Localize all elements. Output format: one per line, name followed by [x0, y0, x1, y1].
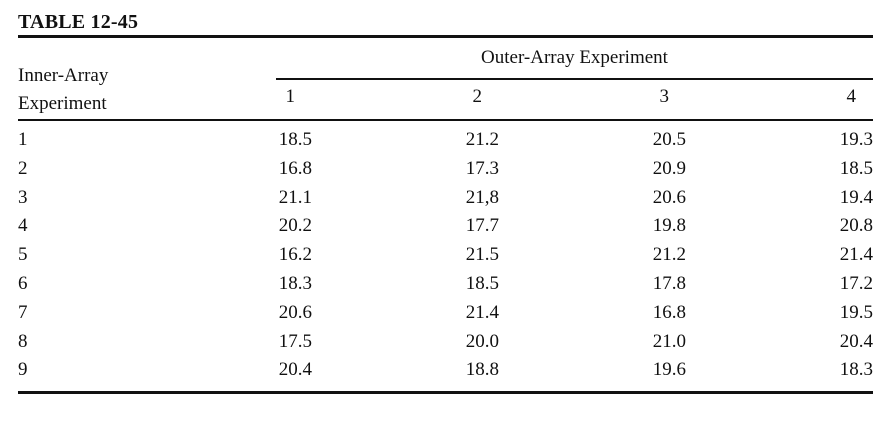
row-label: 1 — [18, 129, 28, 150]
row-label: 8 — [18, 330, 28, 352]
cell-value: 17.3 — [465, 157, 499, 179]
cell-value: 20.4 — [839, 330, 873, 352]
table-row: 9 20.4 18.8 19.6 18.3 — [18, 356, 873, 385]
table-row: 8 17.5 20.0 21.0 20.4 — [18, 328, 873, 357]
row-label: 3 — [18, 186, 28, 208]
cell-value: 20.4 — [278, 359, 312, 381]
table-title: TABLE 12-45 — [18, 11, 139, 33]
column-header-spacer — [18, 86, 125, 108]
cell-value: 21.1 — [278, 186, 312, 208]
cell-value: 19.5 — [839, 301, 873, 323]
cell-value: 19.4 — [839, 186, 873, 208]
column-header-3: 3 — [659, 86, 670, 107]
cell-value: 20.5 — [652, 129, 686, 150]
cell-value: 20.0 — [465, 330, 499, 352]
row-axis-header: Inner-Array Experiment — [18, 62, 108, 118]
cell-value: 21.4 — [465, 301, 499, 323]
cell-value: 18.5 — [839, 157, 873, 179]
table-row: 3 21.1 21,8 20.6 19.4 — [18, 184, 873, 213]
table-row: 2 16.8 17.3 20.9 18.5 — [18, 155, 873, 184]
row-label: 9 — [18, 359, 28, 381]
row-label: 4 — [18, 215, 28, 237]
cell-value: 16.8 — [278, 157, 312, 179]
cell-value: 16.2 — [278, 244, 312, 266]
cell-value: 19.6 — [652, 359, 686, 381]
row-label: 5 — [18, 244, 28, 266]
cell-value: 18.5 — [465, 272, 499, 294]
cell-value: 18.5 — [278, 129, 312, 150]
cell-value: 17.8 — [652, 272, 686, 294]
table-header: Inner-Array Experiment Outer-Array Exper… — [18, 38, 873, 119]
bottom-rule — [18, 391, 873, 395]
cell-value: 19.8 — [652, 215, 686, 237]
cell-value: 17.5 — [278, 330, 312, 352]
column-header-1: 1 — [285, 86, 296, 107]
cell-value: 20.2 — [278, 215, 312, 237]
table-row: 4 20.2 17.7 19.8 20.8 — [18, 212, 873, 241]
column-group-header: Outer-Array Experiment — [481, 47, 668, 68]
cell-value: 19.3 — [839, 129, 873, 150]
row-label: 6 — [18, 272, 28, 294]
cell-value: 18.3 — [839, 359, 873, 381]
cell-value: 21.2 — [465, 129, 499, 150]
cell-value: 17.2 — [839, 272, 873, 294]
cell-value: 21.0 — [652, 330, 686, 352]
column-header-4: 4 — [846, 86, 857, 107]
cell-value: 17.7 — [465, 215, 499, 237]
cell-value: 18.8 — [465, 359, 499, 381]
cell-value: 20.8 — [839, 215, 873, 237]
cell-value: 20.6 — [652, 186, 686, 208]
cell-value: 20.6 — [278, 301, 312, 323]
table-row: 6 18.3 18.5 17.8 17.2 — [18, 270, 873, 299]
table-body: 1 18.5 21.2 20.5 19.3 2 16.8 17.3 20.9 1… — [18, 121, 873, 391]
cell-value: 20.9 — [652, 157, 686, 179]
table-row: 1 18.5 21.2 20.5 19.3 — [18, 126, 873, 155]
data-table: TABLE 12-45 Inner-Array Experiment Outer… — [18, 0, 873, 395]
cell-value: 21.4 — [839, 244, 873, 266]
table-row: 5 16.2 21.5 21.2 21.4 — [18, 241, 873, 270]
column-headers-row: 1 2 3 4 — [18, 86, 873, 108]
row-axis-header-line1: Inner-Array — [18, 65, 109, 86]
cell-value: 18.3 — [278, 272, 312, 294]
row-label: 2 — [18, 157, 28, 179]
cell-value: 21.2 — [652, 244, 686, 266]
row-axis-header-line2: Experiment — [18, 93, 107, 114]
cell-value: 21,8 — [465, 186, 499, 208]
column-header-2: 2 — [472, 86, 483, 107]
cell-value: 21.5 — [465, 244, 499, 266]
top-rule — [18, 35, 873, 38]
column-group-rule — [276, 78, 873, 80]
table-row: 7 20.6 21.4 16.8 19.5 — [18, 299, 873, 328]
header-body-rule — [18, 119, 873, 121]
row-label: 7 — [18, 301, 28, 323]
cell-value: 16.8 — [652, 301, 686, 323]
